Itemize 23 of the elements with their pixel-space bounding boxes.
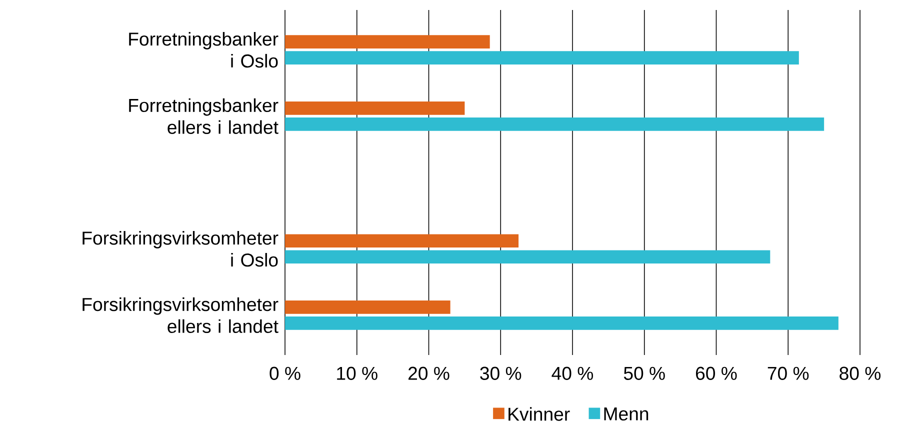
- x-tick-label: 70 %: [768, 366, 809, 380]
- legend-label: Kvinner: [508, 407, 570, 421]
- bar: [285, 250, 770, 264]
- bar: [285, 117, 824, 131]
- y-tick-label: Forretningsbanker i Oslo: [129, 32, 278, 68]
- x-tick-label: 80 %: [840, 366, 881, 380]
- x-tick-label: 60 %: [696, 366, 737, 380]
- bar: [285, 234, 519, 248]
- y-tick-label: Forsikringsvirksomheter ellers i landet: [82, 297, 278, 333]
- x-tick-label: 0 %: [270, 366, 300, 380]
- x-tick-label: 10 %: [337, 366, 378, 380]
- bar: [285, 101, 465, 115]
- x-tick-label: 50 %: [624, 366, 665, 380]
- y-tick-label: Forretningsbanker ellers i landet: [129, 98, 278, 134]
- bar: [285, 51, 799, 64]
- x-tick-label: 40 %: [552, 366, 594, 380]
- bar: [285, 300, 450, 314]
- y-tick-label: Forsikringsvirksomheter i Oslo: [82, 231, 278, 267]
- bar: [285, 35, 490, 48]
- bar: [285, 316, 838, 330]
- x-tick-label: 20 %: [408, 366, 450, 380]
- x-tick-label: 30 %: [480, 366, 522, 380]
- legend-label: Menn: [604, 408, 648, 420]
